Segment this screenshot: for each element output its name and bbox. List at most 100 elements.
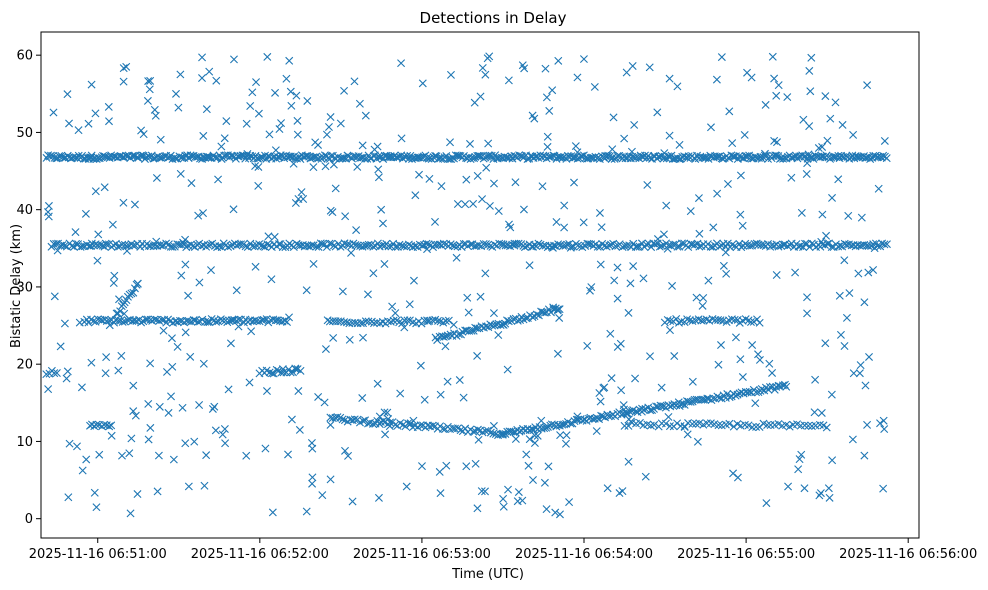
scatter-point — [608, 145, 617, 154]
scatter-point — [129, 407, 138, 416]
scatter-point — [659, 230, 668, 239]
scatter-point — [551, 508, 560, 517]
scatter-point — [418, 79, 427, 88]
scatter-point — [359, 333, 367, 342]
scatter-point — [64, 493, 73, 502]
scatter-point — [152, 237, 161, 246]
scatter-point — [700, 153, 709, 162]
scatter-point — [436, 489, 445, 498]
scatter-point — [755, 318, 764, 327]
scatter-point — [529, 242, 538, 251]
scatter-point — [828, 456, 837, 465]
x-tick-label: 2025-11-16 06:55:00 — [677, 547, 815, 562]
scatter-point — [452, 253, 461, 262]
scatter-point — [117, 351, 126, 360]
scatter-point — [320, 398, 329, 407]
scatter-point — [585, 240, 594, 249]
scatter-point — [481, 487, 490, 496]
scatter-point — [214, 175, 223, 184]
scatter-point — [56, 342, 65, 351]
scatter-point — [133, 279, 142, 288]
scatter-point — [573, 241, 582, 250]
scatter-point — [431, 217, 439, 226]
scatter-point — [618, 487, 627, 496]
scatter-point — [123, 246, 131, 255]
scatter-point — [759, 241, 768, 250]
scatter-point — [509, 315, 518, 324]
scatter-point — [109, 241, 118, 250]
scatter-point — [271, 146, 280, 155]
scatter-point — [303, 96, 312, 105]
scatter-point — [359, 416, 368, 425]
scatter-point — [210, 153, 219, 162]
y-tick-label: 40 — [16, 203, 33, 218]
scatter-point — [712, 75, 721, 84]
scatter-point — [797, 208, 806, 217]
scatter-point — [704, 276, 713, 285]
scatter-point — [795, 455, 804, 464]
scatter-point — [199, 209, 208, 218]
scatter-point — [668, 281, 677, 290]
scatter-point — [624, 308, 633, 317]
scatter-point — [548, 243, 557, 252]
scatter-point — [118, 240, 127, 249]
scatter-point — [828, 193, 837, 202]
scatter-point — [442, 461, 451, 470]
scatter-point — [543, 132, 552, 141]
scatter-point — [803, 159, 812, 168]
scatter-point — [87, 358, 96, 367]
scatter-point — [268, 508, 277, 517]
scatter-point — [815, 491, 824, 500]
scatter-point — [474, 241, 483, 250]
scatter-point — [653, 108, 662, 117]
scatter-point — [496, 321, 505, 330]
scatter-point — [441, 317, 450, 326]
scatter-point — [189, 316, 198, 325]
scatter-point — [827, 390, 836, 399]
scatter-point — [144, 77, 153, 86]
scatter-point — [665, 74, 674, 83]
scatter-point — [158, 241, 167, 250]
scatter-point — [262, 387, 271, 396]
scatter-point — [223, 318, 232, 327]
scatter-point — [366, 154, 375, 163]
scatter-point — [339, 153, 348, 162]
scatter-point — [639, 274, 648, 283]
scatter-point — [271, 88, 280, 97]
scatter-point — [840, 342, 849, 351]
scatter-point — [860, 451, 869, 460]
scatter-point — [340, 239, 349, 248]
scatter-point — [355, 99, 364, 108]
scatter-point — [641, 472, 650, 481]
scatter-point — [624, 457, 633, 466]
scatter-point — [348, 497, 357, 506]
scatter-point — [208, 404, 217, 413]
scatter-point — [494, 331, 503, 339]
scatter-point — [613, 294, 622, 303]
scatter-point — [285, 313, 294, 322]
scatter-point — [801, 239, 810, 248]
scatter-point — [146, 359, 155, 368]
scatter-point — [663, 315, 672, 324]
scatter-point — [358, 141, 367, 150]
scatter-point — [494, 207, 503, 216]
scatter-point — [289, 159, 298, 168]
scatter-point — [370, 319, 379, 328]
x-tick-label: 2025-11-16 06:56:00 — [839, 547, 977, 562]
scatter-point — [181, 260, 190, 269]
scatter-point — [822, 231, 831, 240]
scatter-point — [416, 421, 425, 430]
scatter-point — [206, 240, 215, 249]
scatter-point — [326, 113, 335, 122]
scatter-point — [309, 153, 318, 162]
scatter-point — [352, 226, 361, 235]
scatter-point — [657, 383, 666, 392]
scatter-point — [731, 391, 740, 400]
scatter-point — [525, 261, 534, 270]
scatter-point — [744, 316, 753, 325]
scatter-point — [629, 406, 638, 415]
scatter-point — [784, 482, 793, 491]
scatter-point — [67, 242, 76, 251]
scatter-point — [865, 352, 874, 361]
y-tick-label: 0 — [25, 512, 33, 527]
